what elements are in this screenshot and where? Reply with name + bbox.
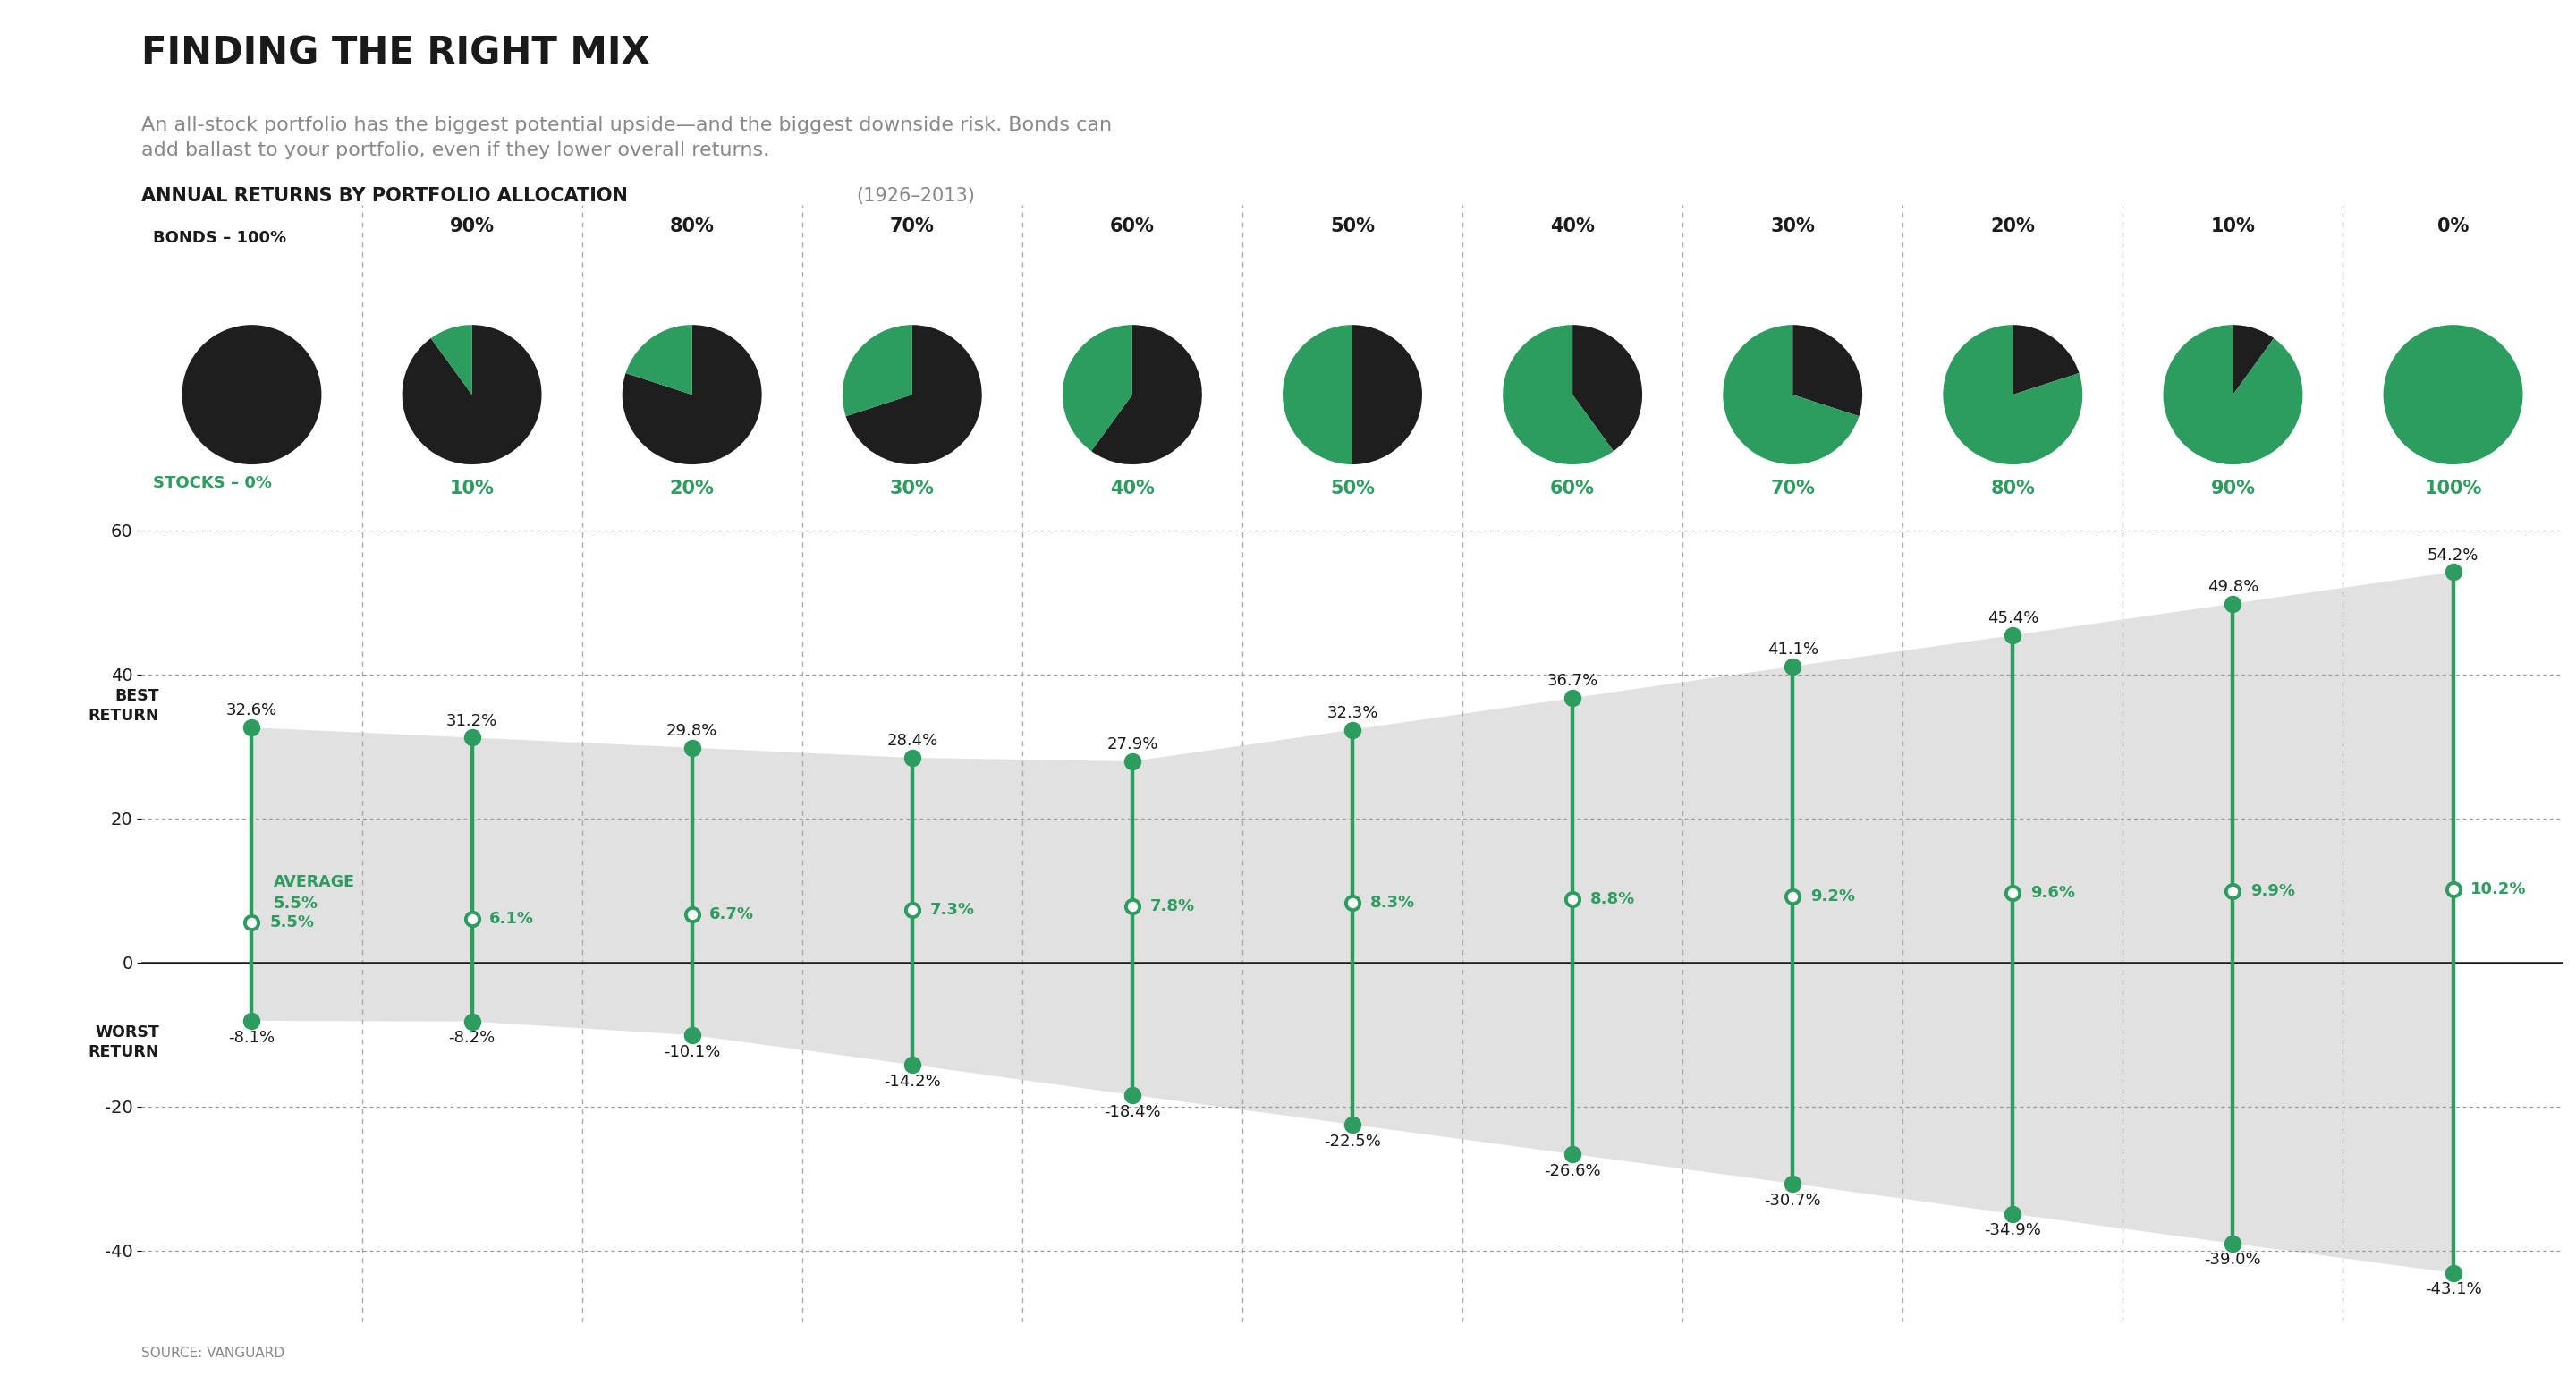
Text: SOURCE: VANGUARD: SOURCE: VANGUARD [142,1346,286,1360]
Text: 32.3%: 32.3% [1327,705,1378,722]
Text: -8.1%: -8.1% [229,1029,276,1046]
Text: -8.2%: -8.2% [448,1030,495,1046]
Text: 7.3%: 7.3% [930,902,974,918]
Text: BEST
RETURN: BEST RETURN [88,688,160,724]
Text: 100%: 100% [2424,479,2481,497]
Text: 90%: 90% [2210,479,2254,497]
Text: 70%: 70% [889,217,935,235]
Text: 54.2%: 54.2% [2427,547,2478,564]
Text: 20%: 20% [1991,217,2035,235]
Text: 20%: 20% [670,479,714,497]
Text: -10.1%: -10.1% [665,1044,721,1060]
Text: BONDS – 100%: BONDS – 100% [152,230,286,247]
Text: AVERAGE: AVERAGE [273,874,355,891]
Text: 80%: 80% [1991,479,2035,497]
Text: 8.3%: 8.3% [1370,895,1414,911]
Text: -30.7%: -30.7% [1765,1192,1821,1208]
Text: 29.8%: 29.8% [667,723,719,740]
Text: 30%: 30% [1770,217,1816,235]
Text: (1926–2013): (1926–2013) [855,187,974,205]
Text: -34.9%: -34.9% [1984,1223,2040,1238]
Text: -43.1%: -43.1% [2424,1281,2481,1298]
Text: 6.7%: 6.7% [708,906,755,922]
Text: 28.4%: 28.4% [886,733,938,749]
Text: 30%: 30% [889,479,935,497]
Text: 40%: 40% [1110,479,1154,497]
Text: 70%: 70% [1770,479,1816,497]
Text: 27.9%: 27.9% [1108,737,1159,753]
Text: ANNUAL RETURNS BY PORTFOLIO ALLOCATION: ANNUAL RETURNS BY PORTFOLIO ALLOCATION [142,187,629,205]
Text: 80%: 80% [670,217,714,235]
Text: 45.4%: 45.4% [1986,611,2038,626]
Text: 9.9%: 9.9% [2251,884,2295,899]
Text: 9.6%: 9.6% [2030,885,2076,902]
Text: 90%: 90% [451,217,495,235]
Text: -14.2%: -14.2% [884,1073,940,1090]
Text: 60%: 60% [1551,479,1595,497]
Text: 60%: 60% [1110,217,1154,235]
Text: -39.0%: -39.0% [2205,1252,2262,1269]
Text: 7.8%: 7.8% [1149,897,1195,914]
Text: 5.5%: 5.5% [273,896,319,911]
Text: 49.8%: 49.8% [2208,579,2259,596]
Text: 50%: 50% [1329,217,1376,235]
Text: 10%: 10% [451,479,495,497]
Text: -26.6%: -26.6% [1543,1163,1602,1179]
Text: 36.7%: 36.7% [1548,673,1597,690]
Text: -22.5%: -22.5% [1324,1133,1381,1150]
Text: 0%: 0% [2437,217,2468,235]
Text: 41.1%: 41.1% [1767,641,1819,658]
Text: An all-stock portfolio has the biggest potential upside—and the biggest downside: An all-stock portfolio has the biggest p… [142,116,1113,159]
Text: STOCKS – 0%: STOCKS – 0% [152,475,270,490]
Text: 50%: 50% [1329,479,1376,497]
Text: 10%: 10% [2210,217,2254,235]
Text: 5.5%: 5.5% [270,914,314,931]
Text: FINDING THE RIGHT MIX: FINDING THE RIGHT MIX [142,35,649,72]
Text: 40%: 40% [1551,217,1595,235]
Text: -18.4%: -18.4% [1103,1104,1162,1119]
Text: 8.8%: 8.8% [1589,891,1636,907]
Text: 32.6%: 32.6% [227,702,278,719]
Polygon shape [252,572,2452,1273]
Text: 9.2%: 9.2% [1811,888,1855,904]
Text: WORST
RETURN: WORST RETURN [88,1025,160,1061]
Text: 6.1%: 6.1% [489,910,533,927]
Text: 10.2%: 10.2% [2470,881,2527,897]
Text: 31.2%: 31.2% [446,713,497,729]
